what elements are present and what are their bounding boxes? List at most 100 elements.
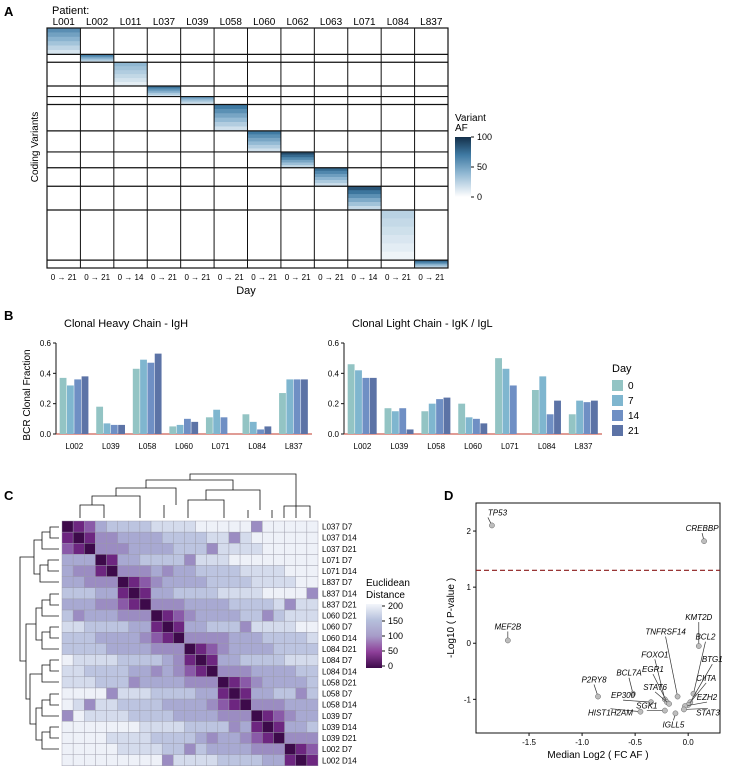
distance-cell: [306, 743, 319, 755]
bar-category-label: L060: [464, 442, 482, 451]
scatter-point-bcl7a: [630, 690, 636, 697]
scatter-x-tick-label: -0.5: [628, 738, 642, 747]
distance-legend-title-2: Distance: [366, 590, 405, 601]
day-legend-swatch-0: [612, 380, 623, 391]
bar-l071-day-7: [502, 368, 510, 434]
distance-cell: [251, 698, 263, 711]
dendrogram-branch: [41, 531, 59, 550]
day-range-label: 0 → 21: [84, 273, 110, 282]
distance-cell: [295, 520, 308, 533]
distance-cell: [61, 665, 74, 678]
distance-cell: [84, 598, 96, 611]
distance-cell: [273, 654, 285, 666]
scatter-point-igll5: [672, 710, 679, 717]
variant-cell: [247, 134, 281, 139]
variant-cell: [80, 55, 114, 58]
distance-cell: [150, 620, 163, 633]
distance-cell: [251, 754, 263, 766]
distance-cell: [262, 520, 274, 533]
distance-cell: [161, 698, 174, 711]
scatter-point-sgk1: [661, 707, 668, 714]
bar-l071-day-0: [205, 417, 213, 434]
row-dendrogram: [19, 526, 59, 750]
patient-label: L084: [387, 17, 410, 28]
distance-cell: [284, 565, 296, 577]
distance-cell: [106, 754, 118, 766]
variant-cell: [381, 243, 415, 253]
variant-cell: [47, 28, 81, 33]
distance-cell: [150, 732, 163, 744]
dendrogram-branch: [49, 593, 59, 606]
distance-cell: [262, 743, 274, 755]
bar-l058-day-0: [132, 368, 140, 434]
bar-y-tick-label: 0.0: [40, 430, 52, 439]
distance-cell: [251, 665, 263, 678]
distance-cell: [228, 698, 241, 711]
distance-cell: [306, 576, 319, 588]
distance-cell: [128, 721, 141, 733]
day-legend-label: 14: [628, 411, 640, 422]
distance-cell: [117, 576, 129, 588]
distance-cell: [295, 587, 308, 600]
scatter-y-tick-label: 1: [467, 583, 472, 592]
distance-cell: [61, 576, 74, 588]
distance-cell: [306, 676, 319, 689]
distance-cell: [184, 587, 196, 600]
distance-cell: [84, 554, 96, 566]
variant-cell: [247, 144, 281, 149]
column-dendrogram: [79, 473, 311, 518]
bar-category-label: L837: [575, 442, 593, 451]
bar-l039-day-14: [399, 408, 407, 434]
distance-cell: [117, 676, 129, 689]
distance-cell: [61, 698, 74, 711]
variant-cell: [314, 180, 348, 184]
variant-cell: [314, 173, 348, 178]
variant-cell: [347, 194, 382, 199]
day-range-label: 0 → 21: [251, 273, 277, 282]
distance-cell: [295, 743, 308, 755]
variant-cell: [280, 159, 315, 163]
distance-cell: [161, 543, 174, 555]
distance-cell: [195, 520, 207, 533]
scatter-y-label: -Log10 ( P-value ): [446, 578, 457, 658]
bar-y-tick-label: 0.2: [40, 400, 52, 409]
variant-cell: [381, 251, 415, 261]
distance-cell: [106, 609, 118, 622]
distance-cell: [173, 543, 185, 555]
distance-cell: [195, 543, 207, 555]
scatter-y-tick-label: -1: [464, 695, 472, 704]
distance-cell: [306, 620, 319, 633]
patient-label: L060: [253, 17, 276, 28]
variant-cell: [214, 113, 248, 118]
distance-cell: [173, 643, 185, 655]
distance-cell: [184, 576, 196, 588]
distance-cell: [228, 654, 241, 666]
panel-label-b: B: [4, 308, 13, 323]
distance-cell: [95, 598, 107, 611]
dendrogram-branch: [283, 505, 311, 518]
distance-cell: [184, 743, 196, 755]
distance-cell: [128, 520, 141, 533]
heatmap-border: [46, 27, 449, 269]
distance-cell: [139, 554, 152, 566]
day-legend-swatch-21: [612, 425, 623, 436]
distance-cell: [95, 665, 107, 678]
distance-cell: [95, 643, 107, 655]
distance-cell: [206, 654, 219, 666]
distance-cell: [228, 732, 241, 744]
dendrogram-branch: [49, 526, 59, 539]
bar-l002-day-14: [362, 377, 370, 434]
bar-l837-day-21: [301, 379, 308, 434]
distance-cell: [217, 543, 230, 555]
variant-cell: [113, 78, 148, 83]
bar-y-tick-label: 0.4: [40, 369, 52, 378]
distance-cell: [284, 643, 296, 655]
distance-cell: [206, 754, 219, 766]
distance-cell: [306, 632, 319, 644]
distance-cell: [228, 531, 241, 544]
distance-cell: [61, 732, 74, 744]
distance-cell: [284, 543, 296, 555]
distance-cell: [72, 554, 85, 566]
distance-cell: [228, 676, 241, 689]
distance-cell: [306, 520, 319, 533]
